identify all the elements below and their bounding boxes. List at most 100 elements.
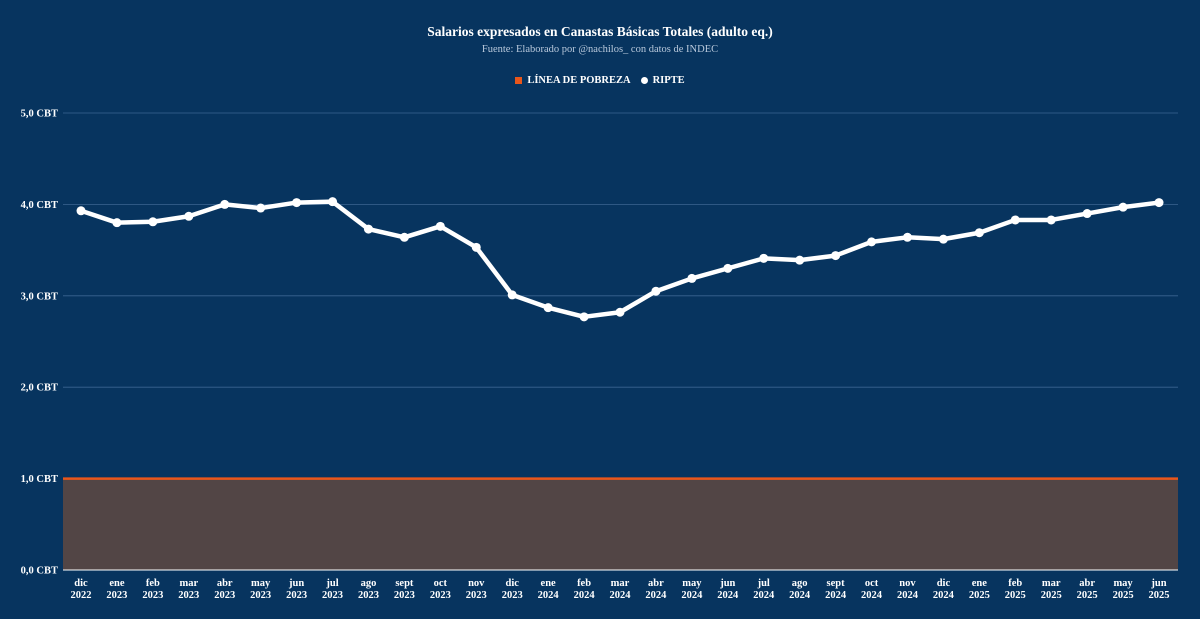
legend-item-ripte[interactable]: RIPTE <box>640 75 685 86</box>
data-point-ripte[interactable] <box>507 290 517 300</box>
x-tick-label-year: 2024 <box>681 590 703 601</box>
data-point-ripte[interactable] <box>687 273 697 283</box>
x-tick-label-month: ene <box>541 578 557 589</box>
x-tick-label-month: feb <box>577 578 591 589</box>
x-tick-label-year: 2025 <box>969 590 990 601</box>
legend-label-ripte: RIPTE <box>652 75 685 86</box>
x-tick-label-month: may <box>1113 578 1133 589</box>
data-point-ripte[interactable] <box>615 307 625 317</box>
x-tick-label-month: ago <box>792 578 808 589</box>
y-tick-label: 0,0 CBT <box>21 566 58 577</box>
data-point-ripte[interactable] <box>795 255 805 265</box>
x-tick-label-month: may <box>251 578 271 589</box>
x-tick-label-month: mar <box>1042 578 1061 589</box>
x-tick-label-month: feb <box>146 578 160 589</box>
poverty-area <box>63 478 1178 570</box>
x-tick-label-year: 2024 <box>861 590 883 601</box>
data-point-ripte[interactable] <box>938 234 948 244</box>
y-tick-label: 1,0 CBT <box>21 474 58 485</box>
data-point-ripte[interactable] <box>76 206 86 216</box>
series-line-ripte <box>78 199 1162 320</box>
data-point-ripte[interactable] <box>543 303 553 313</box>
x-tick-label-month: dic <box>74 578 88 589</box>
x-tick-label-month: ago <box>361 578 377 589</box>
y-tick-label: 2,0 CBT <box>21 383 58 394</box>
x-tick-label-year: 2024 <box>825 590 847 601</box>
x-tick-label-year: 2023 <box>178 590 199 601</box>
data-point-ripte[interactable] <box>148 217 158 227</box>
x-tick-label-year: 2023 <box>502 590 523 601</box>
x-tick-label-year: 2024 <box>645 590 667 601</box>
data-point-ripte[interactable] <box>220 199 230 209</box>
x-tick-label-month: oct <box>434 578 448 589</box>
x-tick-label-month: jul <box>757 578 770 589</box>
x-tick-label-year: 2024 <box>933 590 955 601</box>
legend-swatch-pobreza-icon <box>515 77 523 84</box>
x-tick-label-month: oct <box>865 578 879 589</box>
data-point-ripte[interactable] <box>256 203 266 213</box>
legend-swatch-ripte-icon <box>640 77 648 84</box>
data-point-ripte[interactable] <box>328 197 338 207</box>
x-tick-label-year: 2023 <box>358 590 379 601</box>
data-point-ripte[interactable] <box>1154 198 1164 208</box>
x-tick-label-month: jun <box>1150 578 1166 589</box>
y-tick-label: 3,0 CBT <box>21 291 58 302</box>
data-point-ripte[interactable] <box>1118 202 1128 212</box>
data-point-ripte[interactable] <box>399 232 409 242</box>
x-tick-label-month: abr <box>1079 578 1095 589</box>
data-point-ripte[interactable] <box>112 218 122 228</box>
x-tick-label-year: 2025 <box>1149 590 1170 601</box>
x-tick-label-month: sept <box>827 578 846 589</box>
y-tick-label: 4,0 CBT <box>21 200 58 211</box>
legend: LÍNEA DE POBREZA RIPTE <box>0 75 1200 86</box>
x-tick-label-month: ene <box>972 578 988 589</box>
x-tick-label-month: dic <box>937 578 951 589</box>
data-point-ripte[interactable] <box>1010 215 1020 225</box>
data-point-ripte[interactable] <box>651 286 661 296</box>
data-point-ripte[interactable] <box>363 224 373 234</box>
x-tick-label-year: 2023 <box>250 590 271 601</box>
x-tick-label-year: 2024 <box>574 590 596 601</box>
x-tick-label-year: 2025 <box>1005 590 1026 601</box>
data-point-ripte[interactable] <box>759 253 769 263</box>
x-tick-label-month: abr <box>217 578 233 589</box>
x-tick-label-year: 2023 <box>466 590 487 601</box>
data-point-ripte[interactable] <box>723 263 733 273</box>
data-point-ripte[interactable] <box>902 232 912 242</box>
data-point-ripte[interactable] <box>1082 209 1092 219</box>
x-tick-label-month: feb <box>1008 578 1022 589</box>
legend-item-pobreza[interactable]: LÍNEA DE POBREZA <box>515 75 631 86</box>
data-point-ripte[interactable] <box>1046 215 1056 225</box>
x-tick-label-year: 2025 <box>1077 590 1098 601</box>
data-point-ripte[interactable] <box>867 237 877 247</box>
x-tick-label-month: nov <box>899 578 916 589</box>
x-tick-label-month: jun <box>288 578 304 589</box>
chart-title: Salarios expresados en Canastas Básicas … <box>427 24 773 39</box>
data-point-ripte[interactable] <box>292 198 302 208</box>
x-tick-label-month: sept <box>395 578 414 589</box>
x-tick-label-month: ene <box>109 578 125 589</box>
x-tick-label-year: 2024 <box>538 590 560 601</box>
y-tick-label: 5,0 CBT <box>21 109 58 120</box>
x-tick-label-month: jul <box>325 578 338 589</box>
chart-subtitle: Fuente: Elaborado por @nachilos_ con dat… <box>481 44 719 55</box>
x-tick-label-month: nov <box>468 578 485 589</box>
data-point-ripte[interactable] <box>579 312 589 322</box>
data-point-ripte[interactable] <box>184 211 194 221</box>
x-tick-label-month: abr <box>648 578 664 589</box>
x-tick-label-year: 2024 <box>789 590 811 601</box>
x-tick-label-month: jun <box>719 578 735 589</box>
data-point-ripte[interactable] <box>471 242 481 252</box>
data-point-ripte[interactable] <box>831 251 841 261</box>
x-tick-label-year: 2023 <box>106 590 127 601</box>
data-point-ripte[interactable] <box>435 221 445 231</box>
data-point-ripte[interactable] <box>974 228 984 238</box>
legend-label-pobreza: LÍNEA DE POBREZA <box>527 75 631 86</box>
x-tick-label-year: 2023 <box>142 590 163 601</box>
x-tick-label-month: mar <box>179 578 198 589</box>
x-tick-label-year: 2025 <box>1113 590 1134 601</box>
x-tick-label-year: 2024 <box>717 590 739 601</box>
x-tick-label-year: 2025 <box>1041 590 1062 601</box>
